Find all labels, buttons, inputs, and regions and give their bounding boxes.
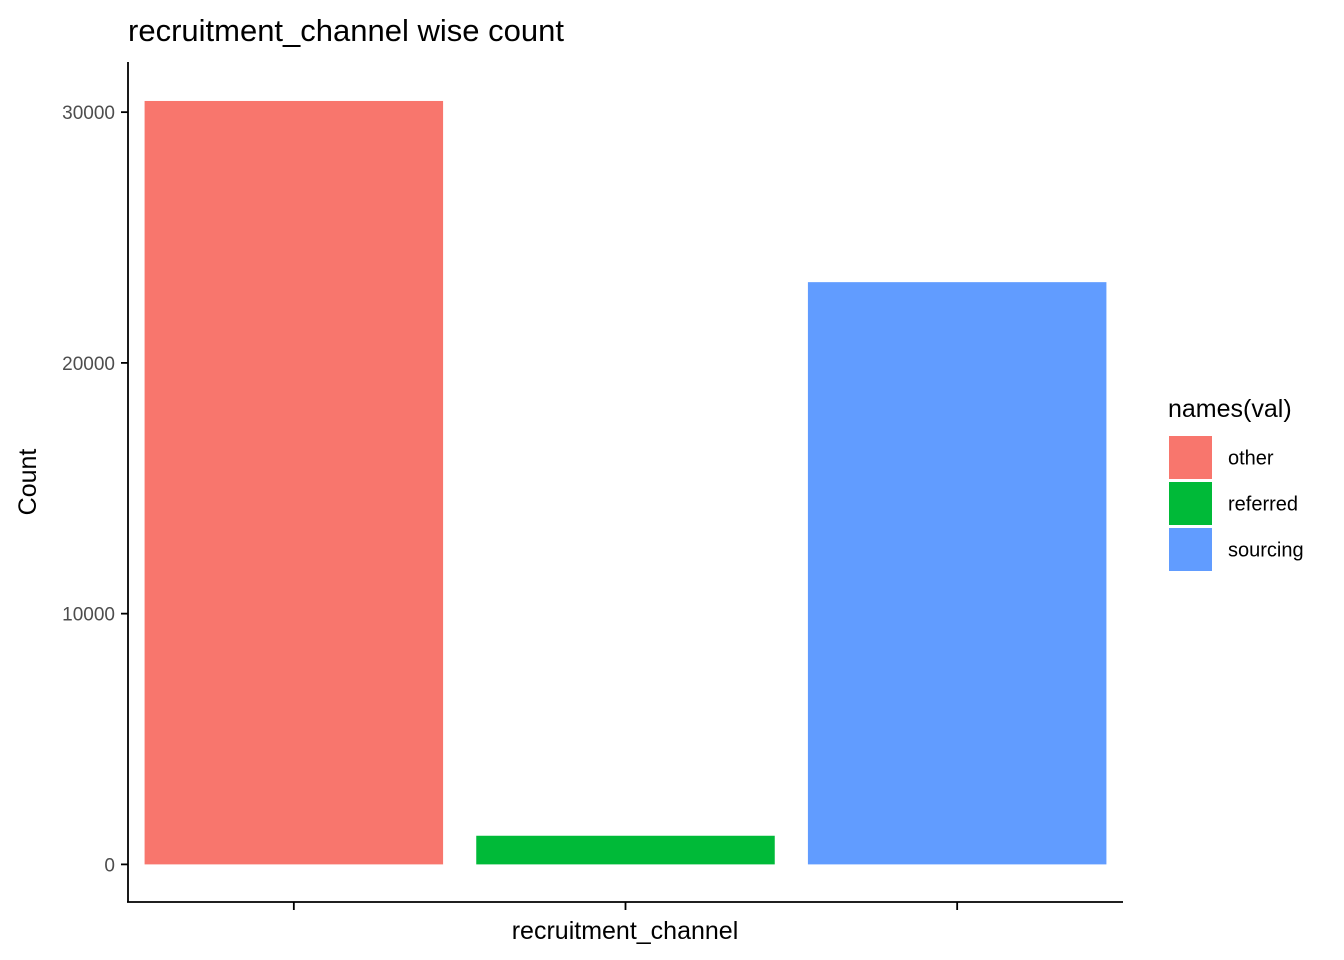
y-axis-title: Count [14,449,42,516]
legend: names(val) other referred sourcing [1168,395,1304,571]
y-tick-label: 30000 [62,103,115,124]
bar-referred [476,835,775,865]
x-axis-title: recruitment_channel [512,917,739,945]
bars-group [144,100,1107,865]
y-tick-label: 20000 [62,354,115,375]
legend-key-referred [1169,482,1212,525]
legend-key-other [1169,436,1212,479]
y-axis-ticks: 0 10000 20000 30000 [62,103,128,876]
x-axis-ticks [292,902,959,910]
legend-key-sourcing [1169,528,1212,571]
chart-title: recruitment_channel wise count [128,13,564,48]
y-tick-label: 0 [104,855,115,876]
y-tick-label: 10000 [62,605,115,626]
legend-label-other: other [1228,448,1274,470]
bar-other [144,100,444,865]
legend-title: names(val) [1168,395,1292,423]
legend-label-sourcing: sourcing [1228,540,1304,562]
legend-label-referred: referred [1228,494,1298,516]
bar-sourcing [807,282,1107,865]
legend-entries: other referred sourcing [1169,436,1304,571]
